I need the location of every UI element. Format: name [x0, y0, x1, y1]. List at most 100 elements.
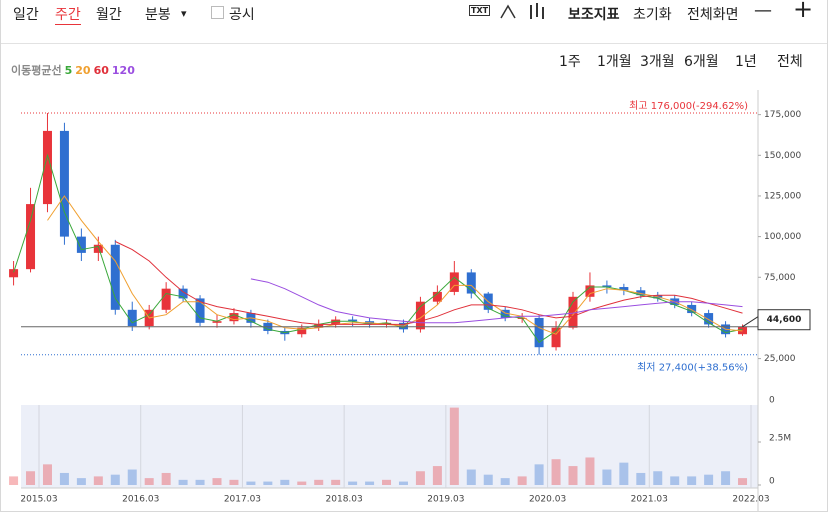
- candle-body: [500, 309, 510, 318]
- volume-bar: [670, 476, 680, 485]
- volume-bar: [738, 478, 748, 485]
- price-box: [757, 309, 811, 331]
- volume-bar: [348, 481, 358, 485]
- txt-icon[interactable]: TXT: [469, 5, 491, 16]
- draw-icon[interactable]: [500, 4, 516, 19]
- period-button[interactable]: 1주: [559, 54, 581, 70]
- volume-bar: [212, 478, 222, 485]
- volume-bar: [602, 469, 612, 485]
- price-pointer: [742, 316, 759, 328]
- current-price-label: 44,600: [767, 315, 802, 325]
- zoom-in[interactable]: +: [793, 0, 814, 23]
- x-tick-label: 2016.03: [122, 495, 159, 505]
- period-button[interactable]: 6개월: [684, 54, 719, 70]
- candle-body: [59, 130, 69, 237]
- candle-body: [619, 287, 629, 291]
- volume-bar: [568, 466, 578, 485]
- volume-bar: [195, 479, 205, 485]
- period-button[interactable]: 1개월: [597, 54, 632, 70]
- candle-body: [551, 327, 561, 348]
- candle-body: [432, 291, 442, 302]
- volume-bar: [144, 478, 154, 485]
- tab-daily[interactable]: 일간: [13, 7, 39, 23]
- volume-bar: [59, 472, 69, 485]
- ma-legend-label: 이동평균선: [11, 64, 62, 77]
- volume-bar: [534, 464, 544, 485]
- volume-bar: [466, 469, 476, 485]
- y-tick-label: 2.5M: [769, 434, 791, 444]
- x-tick-label: 2015.03: [20, 495, 57, 505]
- volume-bar: [297, 481, 307, 485]
- x-tick-label: 2019.03: [427, 495, 464, 505]
- fullscreen-button[interactable]: 전체화면: [687, 7, 739, 23]
- dropdown-arrow[interactable]: ▾: [181, 7, 187, 20]
- checkbox-label[interactable]: 공시: [229, 7, 255, 23]
- x-tick-label: 2021.03: [631, 495, 668, 505]
- tab-weekly[interactable]: 주간: [55, 4, 81, 25]
- legend-entry: 60: [93, 64, 109, 77]
- volume-bar: [483, 474, 493, 485]
- candle-body: [26, 204, 36, 270]
- volume-bar: [365, 481, 375, 485]
- y-tick-label: 175,000: [764, 110, 801, 120]
- candle-body: [466, 272, 476, 294]
- candle-body: [229, 313, 239, 322]
- volume-bar: [398, 481, 408, 485]
- y-tick-label: 75,000: [764, 273, 796, 283]
- volume-bar: [331, 479, 341, 485]
- y-tick-label: 150,000: [764, 151, 801, 161]
- volume-bar: [314, 479, 324, 485]
- volume-bar: [246, 481, 256, 485]
- candle-body: [348, 319, 358, 322]
- max-label: 최고 176,000(-294.62%): [629, 100, 748, 112]
- candle-body: [704, 313, 714, 325]
- volume-bar: [110, 474, 120, 485]
- volume-bar: [653, 471, 663, 485]
- volume-bar: [500, 478, 510, 485]
- volume-bar: [280, 479, 290, 485]
- legend-entry: 5: [64, 64, 73, 77]
- period-button[interactable]: 1년: [735, 54, 757, 70]
- tab-minute[interactable]: 분봉: [145, 7, 171, 23]
- candle-body: [602, 285, 612, 288]
- volume-bar: [9, 476, 19, 485]
- volume-bar: [415, 471, 425, 485]
- zoom-out[interactable]: —: [754, 0, 772, 21]
- volume-bar: [619, 462, 629, 485]
- volume-bar: [704, 474, 714, 485]
- candle-body: [127, 309, 137, 327]
- reset-button[interactable]: 초기화: [633, 7, 672, 23]
- volume-bar: [161, 472, 171, 485]
- volume-bar: [449, 407, 459, 485]
- candle-body: [76, 236, 86, 253]
- candle-body: [585, 285, 595, 297]
- indicator-button[interactable]: 보조지표: [568, 7, 620, 23]
- period-button[interactable]: 전체: [777, 54, 803, 70]
- candle-body: [297, 327, 307, 335]
- x-tick-label: 2018.03: [326, 495, 363, 505]
- checkbox[interactable]: [211, 6, 224, 19]
- volume-top-label: 0: [769, 396, 775, 406]
- ma-line: [250, 278, 743, 324]
- volume-bar: [76, 478, 86, 485]
- separator: [1, 43, 827, 44]
- candle-body: [195, 298, 205, 323]
- candle-body: [738, 326, 748, 335]
- period-button[interactable]: 3개월: [640, 54, 675, 70]
- candle-body: [212, 321, 222, 323]
- volume-bar: [721, 471, 731, 485]
- x-tick-label: 2017.03: [224, 495, 261, 505]
- volume-bar: [263, 481, 273, 485]
- y-tick-label: 25,000: [764, 354, 796, 364]
- candle-body: [42, 130, 52, 205]
- candle-body: [110, 244, 120, 310]
- ma-line: [13, 153, 743, 343]
- volume-bar: [26, 471, 36, 485]
- tab-monthly[interactable]: 월간: [96, 7, 122, 23]
- y-tick-label: 125,000: [764, 191, 801, 201]
- tool-icons[interactable]: [499, 2, 551, 20]
- candle-body: [314, 324, 324, 328]
- ma-legend: 이동평균선 5 20 60 120: [11, 62, 135, 78]
